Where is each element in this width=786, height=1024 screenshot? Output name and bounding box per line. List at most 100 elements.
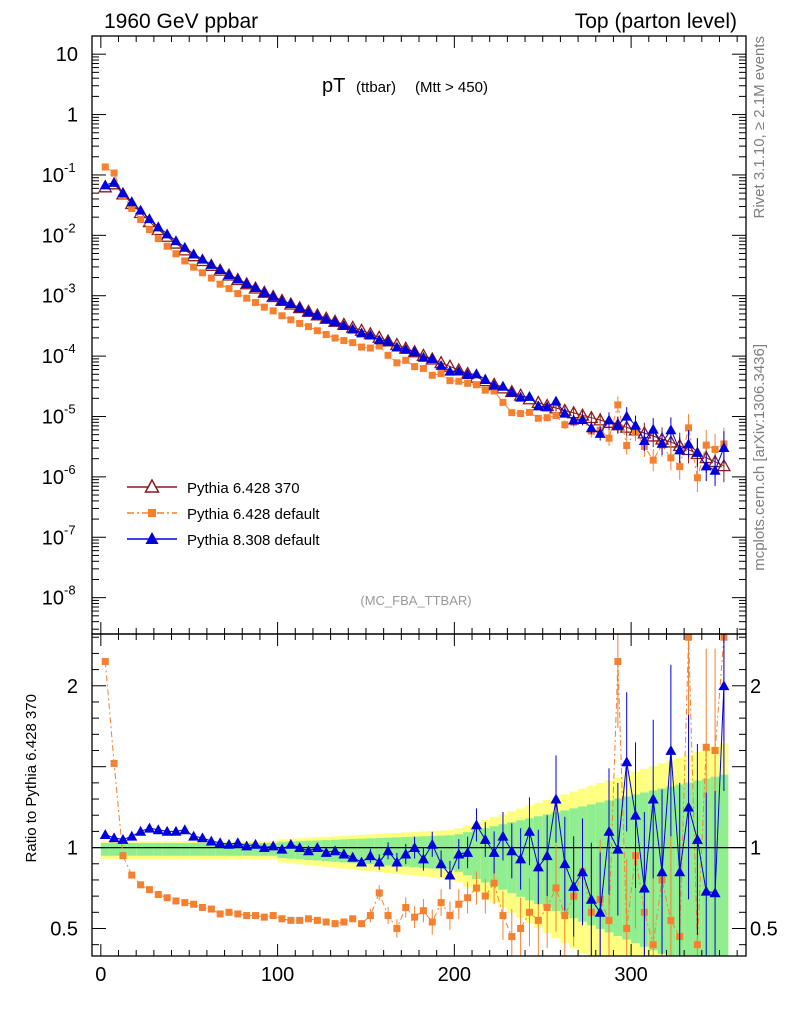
series-pythia6-default-point <box>384 351 392 359</box>
ratio-pythia8-point <box>656 866 668 877</box>
series-pythia8-point <box>143 213 155 224</box>
series-pythia8-point <box>541 401 553 412</box>
ratio-band-green <box>180 843 190 856</box>
ratio-pythia6-default-point <box>154 891 162 899</box>
ratio-pythia8-point <box>223 838 235 849</box>
ratio-pythia8-point <box>152 824 164 835</box>
ratio-pythia6-default-point <box>137 881 145 889</box>
ratio-pythia8-point <box>126 830 138 841</box>
ratio-pythia8-point <box>444 869 456 880</box>
legend-entry-pythia6-default: Pythia 6.428 default <box>127 506 320 523</box>
ratio-y-tick-label: 2 <box>67 676 78 698</box>
series-pythia8-point <box>99 179 111 190</box>
series-pythia8-point <box>568 414 580 425</box>
series-pythia8-point <box>594 428 606 438</box>
ratio-band-green <box>206 843 216 856</box>
ratio-pythia6-default-point <box>198 903 206 911</box>
series-pythia8-point <box>364 329 376 340</box>
ratio-pythia8-point <box>338 848 350 859</box>
ratio-pythia8-point <box>285 838 297 849</box>
ratio-pythia8-point <box>612 843 624 854</box>
series-pythia6-default-point <box>313 327 321 335</box>
ratio-pythia6-default-point <box>472 884 480 892</box>
ratio-pythia8-point <box>559 858 571 869</box>
ratio-pythia8-point <box>550 793 562 804</box>
ratio-band-green <box>215 843 225 856</box>
ratio-pythia8-point <box>709 887 721 898</box>
ratio-pythia6-default-point <box>614 658 622 666</box>
ratio-pythia6-default-point <box>234 910 242 918</box>
ratio-pythia6-default-point <box>517 924 525 932</box>
series-pythia8-point <box>417 351 429 362</box>
series-pythia8-point <box>718 442 730 453</box>
series-pythia6-default-point <box>623 442 631 450</box>
ratio-band-green <box>374 838 384 865</box>
ratio-band-green <box>162 843 172 856</box>
ratio-pythia6-default-line <box>104 637 725 945</box>
ratio-pythia8-point <box>382 845 394 856</box>
ratio-pythia8-point <box>426 838 438 849</box>
series-pythia8-point <box>435 360 447 370</box>
ratio-band-green <box>472 830 481 879</box>
ratio-pythia8-point <box>373 856 385 867</box>
series-pythia6-default-point <box>490 387 498 395</box>
ratio-band-green <box>251 843 260 856</box>
ratio-pythia6-default-point <box>190 900 198 908</box>
y-tick-label-exponent: -1 <box>64 160 76 175</box>
ratio-pythia8-point <box>311 842 323 852</box>
series-pythia8-point <box>196 253 208 264</box>
series-pythia6-default-point <box>198 269 206 277</box>
legend-label-pythia8: Pythia 8.308 default <box>187 532 320 549</box>
ratio-pythia8-point <box>470 819 482 830</box>
ratio-pythia8-point <box>258 842 270 852</box>
series-pythia6-default-line <box>105 166 725 478</box>
plot-title-sub1: (ttbar) <box>356 79 396 96</box>
ratio-pythia6-default-point <box>490 879 498 887</box>
ratio-band-green <box>145 843 154 856</box>
series-pythia8-point <box>276 295 288 306</box>
series-pythia6-370-point <box>274 293 290 306</box>
legend: Pythia 6.428 370 Pythia 6.428 default Py… <box>127 478 320 549</box>
series-pythia6-default-point <box>260 303 268 311</box>
series-pythia8-point <box>391 341 403 352</box>
series-pythia8-point <box>258 286 270 297</box>
ratio-pythia8-point <box>621 756 633 767</box>
ratio-band-green <box>153 843 163 856</box>
ratio-pythia6-default-point <box>278 915 286 923</box>
ratio-pythia6-default-point <box>464 894 472 902</box>
ratio-band-green <box>357 838 366 864</box>
ratio-pythia6-default-point <box>313 916 321 924</box>
series-pythia8-point <box>188 248 200 259</box>
ratio-pythia8-point <box>170 825 182 836</box>
series-pythia8-point <box>515 391 527 402</box>
series-pythia8-point <box>108 176 120 187</box>
series-pythia6-default-point <box>464 379 472 387</box>
series-pythia6-default-point <box>552 412 560 420</box>
ratio-y-axis-label: Ratio to Pythia 6.428 370 <box>23 694 40 862</box>
series-pythia8-point <box>320 313 332 324</box>
ratio-pythia6-default-point <box>340 918 348 926</box>
series-pythia8-point <box>205 258 217 269</box>
ratio-pythia6-default-point <box>366 912 374 920</box>
series-pythia6-default-point <box>207 274 215 282</box>
rivet-label: Rivet 3.1.10, ≥ 2.1M events <box>751 36 768 219</box>
ratio-pythia8-point <box>196 832 208 843</box>
ratio-band-green <box>445 835 455 870</box>
legend-entry-pythia8: Pythia 8.308 default <box>127 532 320 549</box>
series-pythia8-point <box>700 460 712 471</box>
ratio-pythia6-default-point <box>428 918 436 926</box>
series-pythia8-point <box>621 410 633 421</box>
series-pythia8-point <box>152 221 164 232</box>
analysis-label: (MC_FBA_TTBAR) <box>360 593 471 608</box>
series-pythia8-point <box>338 319 350 330</box>
ratio-pythia8-point <box>585 893 597 904</box>
ratio-pythia6-default-point <box>437 899 445 907</box>
series-pythia6-370-point <box>716 458 732 472</box>
ratio-pythia6-default-point <box>128 871 136 879</box>
ratio-pythia6-default-point <box>702 743 710 751</box>
ratio-pythia6-default-point <box>349 915 357 923</box>
ratio-band-green <box>348 839 358 863</box>
series-pythia6-default-point <box>101 163 109 171</box>
ratio-pythia6-default-point <box>172 897 180 905</box>
y-tick-label: 10 <box>42 165 64 187</box>
